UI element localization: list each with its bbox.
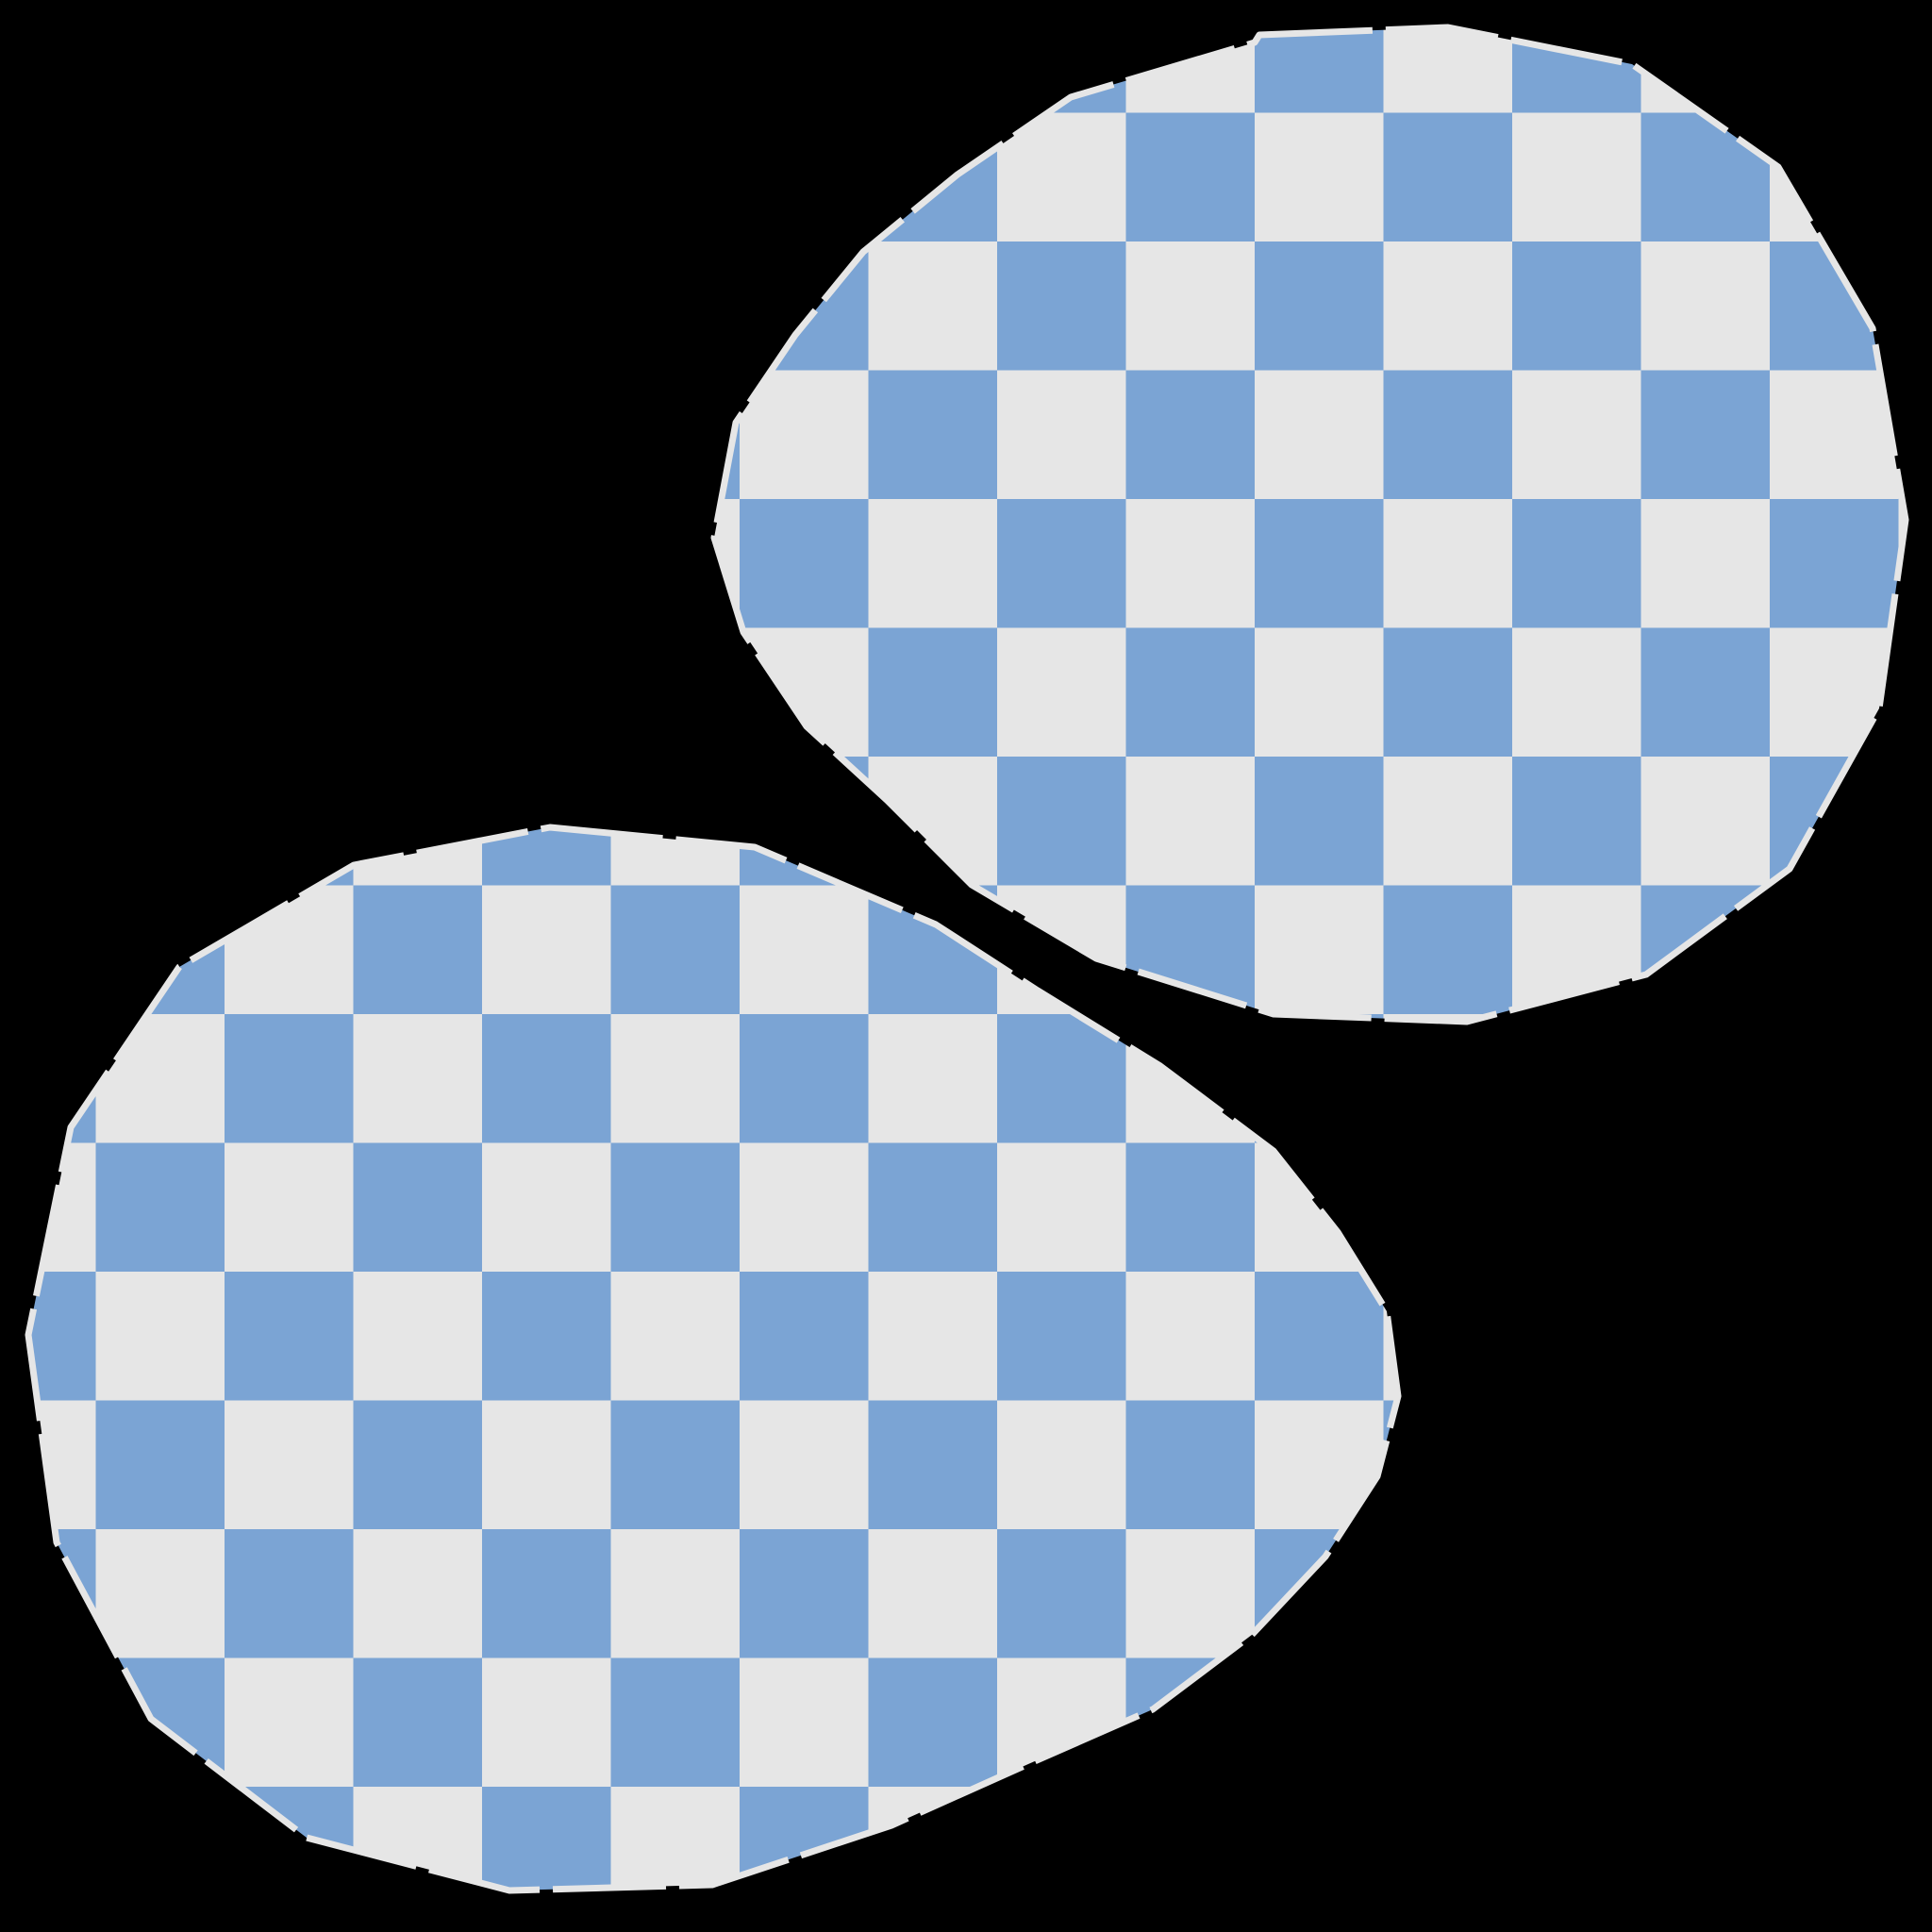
blob-lower-left: [25, 824, 1402, 1894]
blob-lower-left-fill: [25, 824, 1402, 1894]
blob-upper-right: [710, 24, 1909, 1025]
blob-upper-right-fill: [710, 24, 1909, 1025]
